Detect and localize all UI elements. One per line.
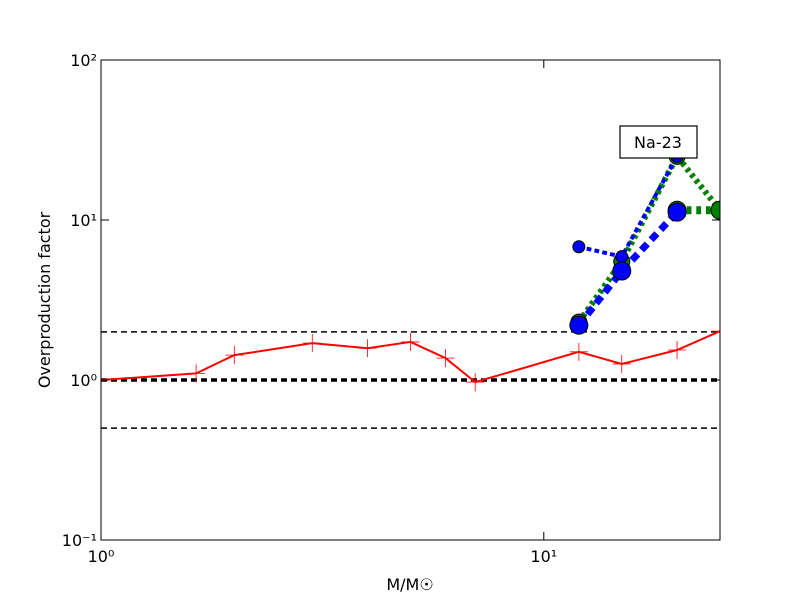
- marker: [187, 364, 206, 383]
- plot-area: [101, 147, 720, 429]
- marker: [612, 261, 632, 281]
- marker: [668, 340, 687, 359]
- y-tick-label: 10¹: [70, 211, 97, 230]
- y-axis-label: Overproduction factor: [35, 211, 54, 388]
- y-tick-label: 10⁰: [70, 371, 97, 390]
- x-tick-label: 10¹: [530, 547, 557, 566]
- y-tick-label: 10²: [70, 51, 97, 70]
- x-axis-label: M/M☉: [386, 575, 433, 594]
- marker: [711, 322, 720, 341]
- y-tick-label: 10⁻¹: [62, 531, 97, 550]
- marker: [303, 334, 322, 353]
- x-tick-label: 10⁰: [88, 547, 115, 566]
- marker: [358, 339, 377, 358]
- marker: [401, 332, 420, 351]
- marker: [710, 200, 720, 220]
- marker: [569, 315, 589, 335]
- annotation-box: [619, 125, 698, 159]
- marker: [612, 354, 631, 373]
- series-line: [101, 330, 720, 384]
- marker: [667, 202, 687, 222]
- marker: [436, 349, 455, 368]
- marker: [466, 373, 485, 392]
- marker: [569, 342, 588, 361]
- series-line: [576, 150, 720, 324]
- annotation: Na-23: [634, 133, 682, 152]
- marker: [225, 346, 244, 365]
- marker: [615, 250, 629, 264]
- axes-frame: [100, 59, 721, 541]
- marker: [572, 240, 586, 254]
